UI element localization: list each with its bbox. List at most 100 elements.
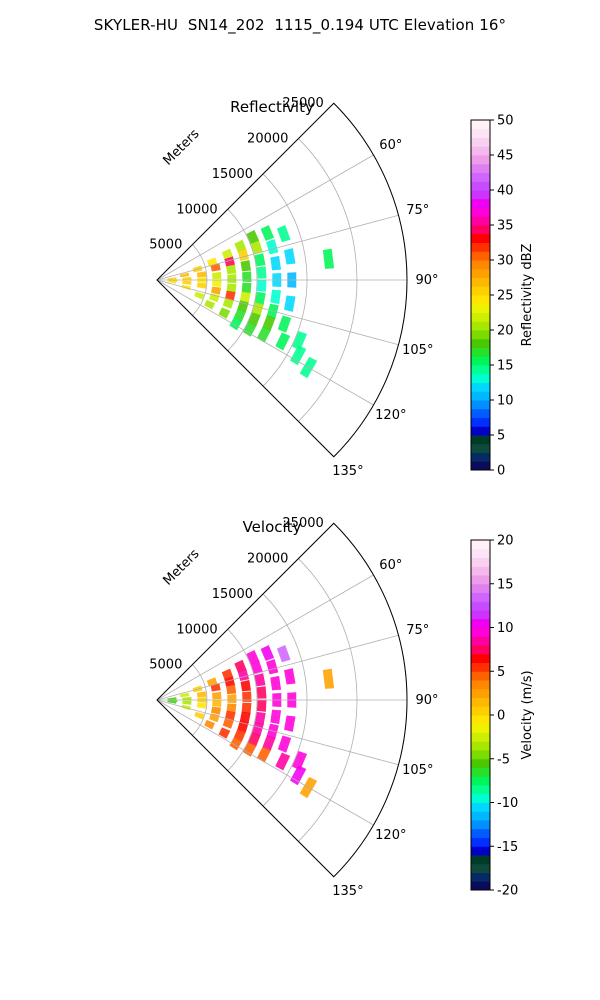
azimuth-spoke	[156, 574, 374, 701]
azimuth-spoke	[156, 214, 399, 281]
echo-cell	[290, 765, 307, 786]
colorbar-bin	[471, 750, 490, 760]
colorbar-bin	[471, 610, 490, 620]
colorbar-bin	[471, 697, 490, 707]
azimuth-tick-label: 75°	[406, 203, 429, 218]
colorbar-bin	[471, 758, 490, 768]
azimuth-tick-label: 60°	[379, 558, 402, 573]
echo-cell	[260, 225, 275, 241]
colorbar-bin	[471, 190, 490, 200]
colorbar-bin	[471, 303, 490, 313]
colorbar-tick-label: -5	[497, 752, 510, 767]
colorbar: -20 -15 -10 -5 0 5 10 15 20 Velocity (m/s)	[470, 534, 535, 899]
echo-cell	[254, 711, 266, 726]
colorbar-tick-label: -10	[497, 796, 518, 811]
echo-cell	[167, 700, 177, 704]
echo-cell	[221, 668, 234, 680]
colorbar-bin	[471, 671, 490, 681]
azimuth-spoke	[156, 279, 399, 346]
range-tick-label: 5000	[149, 658, 182, 673]
colorbar-bin	[471, 443, 490, 453]
sector-outline	[156, 102, 408, 458]
echo-cell	[290, 345, 307, 366]
echo-cell	[212, 271, 222, 280]
colorbar-label: Reflectivity dBZ	[520, 244, 535, 347]
echo-cell	[211, 706, 222, 715]
echo-cell	[284, 248, 296, 265]
colorbar: 0 5 10 15 20 25 30 35 40 45 50 Reflectivity dBZ	[470, 114, 535, 479]
echo-cell	[250, 660, 263, 675]
echo-cell	[206, 257, 218, 267]
echo-cell	[233, 308, 246, 322]
colorbar-bin	[471, 680, 490, 690]
echo-cell	[241, 282, 252, 294]
echo-cell	[226, 264, 237, 275]
colorbar-tick-label: 10	[497, 621, 514, 636]
colorbar-bin	[471, 811, 490, 821]
echo-cells	[167, 225, 335, 379]
colorbar-bin	[471, 155, 490, 165]
colorbar-bin	[471, 163, 490, 173]
echo-cell	[221, 248, 234, 260]
azimuth-tick-label: 90°	[415, 693, 438, 708]
echo-cell	[222, 718, 234, 729]
echo-cell	[246, 649, 260, 665]
colorbar-bin	[471, 172, 490, 182]
azimuth-tick-label: 75°	[406, 623, 429, 638]
colorbar-bin	[471, 347, 490, 357]
panel-title: Velocity	[243, 518, 302, 536]
echo-cell	[212, 279, 222, 287]
echo-cell	[209, 713, 220, 723]
echo-cell	[322, 668, 335, 689]
echo-cell	[256, 326, 271, 343]
panel-title: Reflectivity	[230, 98, 314, 116]
echo-cell	[224, 676, 236, 687]
azimuth-tick-label: 120°	[375, 408, 406, 423]
azimuth-tick-label: 135°	[332, 464, 363, 479]
echo-cell	[250, 240, 263, 255]
colorbar-bin	[471, 225, 490, 235]
colorbar-tick-label: 50	[497, 114, 514, 129]
echo-cell	[292, 330, 308, 351]
colorbar-tick-label: 20	[497, 324, 514, 339]
echo-cell	[233, 728, 246, 742]
echo-cell	[284, 715, 296, 732]
colorbar-bin	[471, 251, 490, 261]
colorbar-bin	[471, 785, 490, 795]
echo-cell	[226, 703, 237, 713]
colorbar-bin	[471, 688, 490, 698]
colorbar-bin	[471, 723, 490, 733]
echo-cell	[229, 737, 243, 751]
colorbar-bin	[471, 855, 490, 865]
colorbar-bin	[471, 636, 490, 646]
colorbar-bin	[471, 461, 490, 471]
colorbar-bin	[471, 330, 490, 340]
echo-cell	[284, 668, 296, 685]
echo-cell	[240, 680, 252, 692]
echo-cell	[179, 692, 190, 698]
echo-cell	[275, 752, 291, 771]
echo-cell	[247, 732, 261, 747]
colorbar-bin	[471, 575, 490, 585]
echo-cell	[276, 645, 291, 663]
colorbar-bin	[471, 216, 490, 226]
colorbar-label: Velocity (m/s)	[520, 670, 535, 759]
echo-cell	[266, 239, 279, 255]
colorbar-bin	[471, 645, 490, 655]
colorbar-tick-label: 35	[497, 219, 514, 234]
echo-cell	[256, 266, 267, 279]
colorbar-bin	[471, 793, 490, 803]
echo-cell	[256, 686, 267, 699]
azimuth-spoke	[156, 699, 374, 826]
colorbar-tick-label: 15	[497, 359, 514, 374]
colorbar-bin	[471, 242, 490, 252]
echo-cell	[227, 694, 237, 704]
azimuth-tick-label: 120°	[375, 828, 406, 843]
echo-cell	[229, 317, 243, 331]
echo-cell	[225, 290, 236, 301]
colorbar-bin	[471, 137, 490, 147]
colorbar-bin	[471, 662, 490, 672]
azimuth-tick-label: 105°	[402, 763, 433, 778]
colorbar-tick-label: 40	[497, 184, 514, 199]
echo-cell	[270, 675, 282, 691]
